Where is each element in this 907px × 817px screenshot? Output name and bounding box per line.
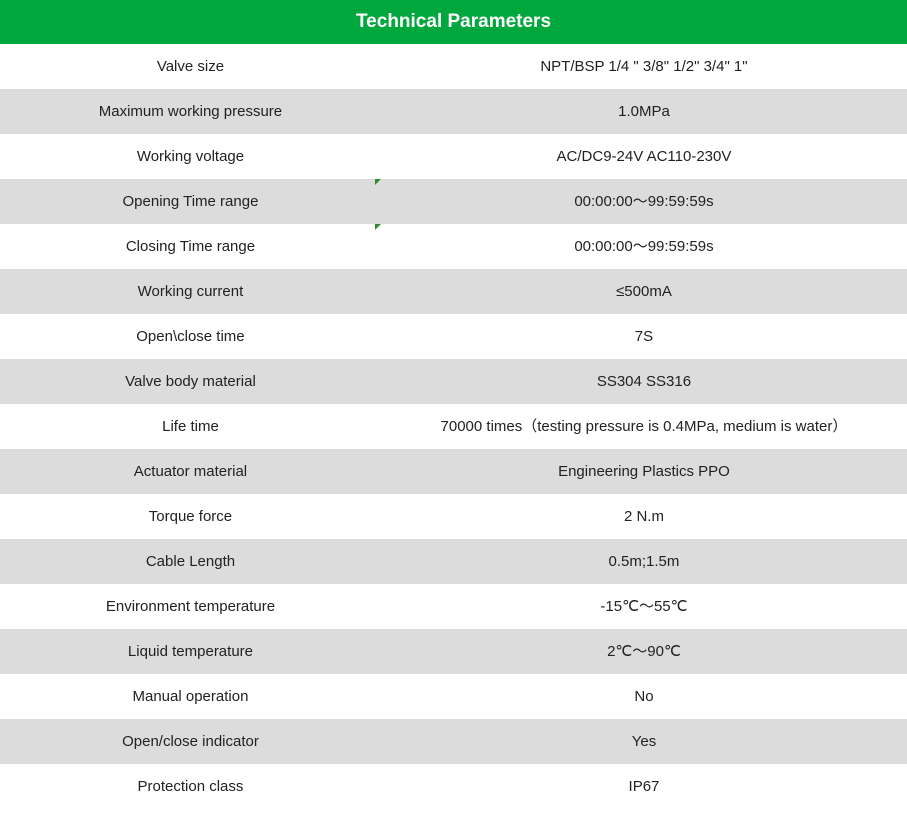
row-value: 2℃～90℃	[381, 642, 907, 662]
row-value: IP67	[381, 777, 907, 797]
row-value: 0.5m;1.5m	[381, 552, 907, 572]
row-label: Actuator material	[0, 462, 381, 482]
row-value: Yes	[381, 732, 907, 752]
row-label: Closing Time range	[0, 237, 381, 257]
row-value: NPT/BSP 1/4 " 3/8" 1/2" 3/4" 1"	[381, 57, 907, 77]
row-label: Manual operation	[0, 687, 381, 707]
table-row: Working voltageAC/DC9-24V AC110-230V	[0, 134, 907, 179]
row-value: 2 N.m	[381, 507, 907, 527]
table-row: Working current≤500mA	[0, 269, 907, 314]
cell-marker-icon	[375, 224, 381, 230]
table-row: Liquid temperature2℃～90℃	[0, 629, 907, 674]
row-label: Liquid temperature	[0, 642, 381, 662]
table-title: Technical Parameters	[0, 0, 907, 44]
row-value: -15℃～55℃	[381, 597, 907, 617]
row-value: 00:00:00～99:59:59s	[381, 192, 907, 212]
table-row: Open\close time7S	[0, 314, 907, 359]
row-label: Open/close indicator	[0, 732, 381, 752]
table-row: Cable Length0.5m;1.5m	[0, 539, 907, 584]
table-row: Valve sizeNPT/BSP 1/4 " 3/8" 1/2" 3/4" 1…	[0, 44, 907, 89]
table-row: Valve body materialSS304 SS316	[0, 359, 907, 404]
table-row: Actuator materialEngineering Plastics PP…	[0, 449, 907, 494]
table-row: Torque force2 N.m	[0, 494, 907, 539]
row-value: SS304 SS316	[381, 372, 907, 392]
table-row: Manual operationNo	[0, 674, 907, 719]
table-row: Environment temperature-15℃～55℃	[0, 584, 907, 629]
row-value: Engineering Plastics PPO	[381, 462, 907, 482]
cell-marker-icon	[375, 179, 381, 185]
row-label: Torque force	[0, 507, 381, 527]
row-label: Protection class	[0, 777, 381, 797]
row-value: No	[381, 687, 907, 707]
row-label: Valve size	[0, 57, 381, 77]
row-value: 00:00:00～99:59:59s	[381, 237, 907, 257]
technical-parameters-table: Technical Parameters Valve sizeNPT/BSP 1…	[0, 0, 907, 809]
table-row: Protection classIP67	[0, 764, 907, 809]
table-row: Closing Time range00:00:00～99:59:59s	[0, 224, 907, 269]
row-label: Opening Time range	[0, 192, 381, 212]
row-value: 1.0MPa	[381, 102, 907, 122]
row-label: Working voltage	[0, 147, 381, 167]
table-body: Valve sizeNPT/BSP 1/4 " 3/8" 1/2" 3/4" 1…	[0, 44, 907, 809]
row-label: Working current	[0, 282, 381, 302]
row-label: Valve body material	[0, 372, 381, 392]
row-value: 70000 times（testing pressure is 0.4MPa, …	[381, 417, 907, 437]
table-row: Opening Time range00:00:00～99:59:59s	[0, 179, 907, 224]
table-row: Life time70000 times（testing pressure is…	[0, 404, 907, 449]
table-row: Open/close indicatorYes	[0, 719, 907, 764]
row-label: Environment temperature	[0, 597, 381, 617]
row-label: Maximum working pressure	[0, 102, 381, 122]
row-value: ≤500mA	[381, 282, 907, 302]
table-row: Maximum working pressure1.0MPa	[0, 89, 907, 134]
row-value: 7S	[381, 327, 907, 347]
row-label: Life time	[0, 417, 381, 437]
row-value: AC/DC9-24V AC110-230V	[381, 147, 907, 167]
row-label: Open\close time	[0, 327, 381, 347]
row-label: Cable Length	[0, 552, 381, 572]
